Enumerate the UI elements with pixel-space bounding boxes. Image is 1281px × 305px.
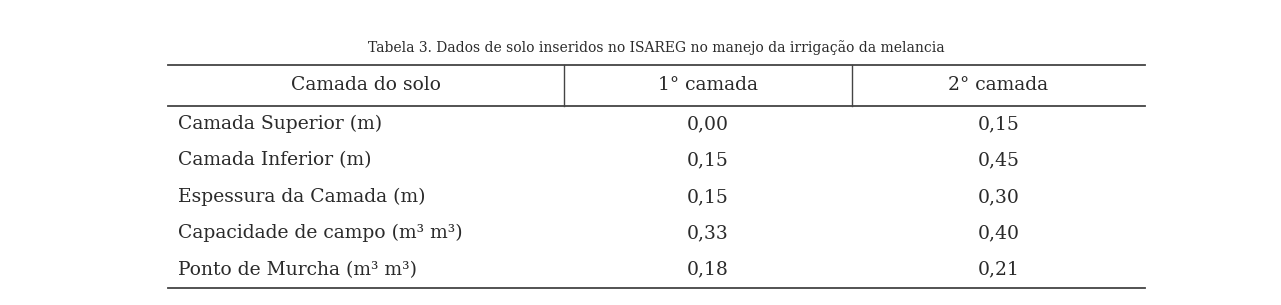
Text: 1° camada: 1° camada (658, 76, 758, 94)
Text: 0,18: 0,18 (687, 261, 729, 279)
Text: 0,00: 0,00 (687, 115, 729, 133)
Text: 0,15: 0,15 (977, 115, 1020, 133)
Text: Camada do solo: Camada do solo (291, 76, 441, 94)
Text: Espessura da Camada (m): Espessura da Camada (m) (178, 188, 425, 206)
Text: 2° camada: 2° camada (948, 76, 1048, 94)
Text: Capacidade de campo (m³ m³): Capacidade de campo (m³ m³) (178, 224, 462, 242)
Text: Ponto de Murcha (m³ m³): Ponto de Murcha (m³ m³) (178, 261, 418, 279)
Text: 0,40: 0,40 (977, 224, 1020, 242)
Text: 0,15: 0,15 (687, 188, 729, 206)
Text: 0,33: 0,33 (687, 224, 729, 242)
Text: 0,15: 0,15 (687, 152, 729, 170)
Text: 0,21: 0,21 (977, 261, 1020, 279)
Text: 0,45: 0,45 (977, 152, 1020, 170)
Text: Camada Inferior (m): Camada Inferior (m) (178, 152, 371, 170)
Text: Camada Superior (m): Camada Superior (m) (178, 115, 382, 133)
Text: 0,30: 0,30 (977, 188, 1020, 206)
Text: Tabela 3. Dados de solo inseridos no ISAREG no manejo da irrigação da melancia: Tabela 3. Dados de solo inseridos no ISA… (368, 40, 945, 55)
